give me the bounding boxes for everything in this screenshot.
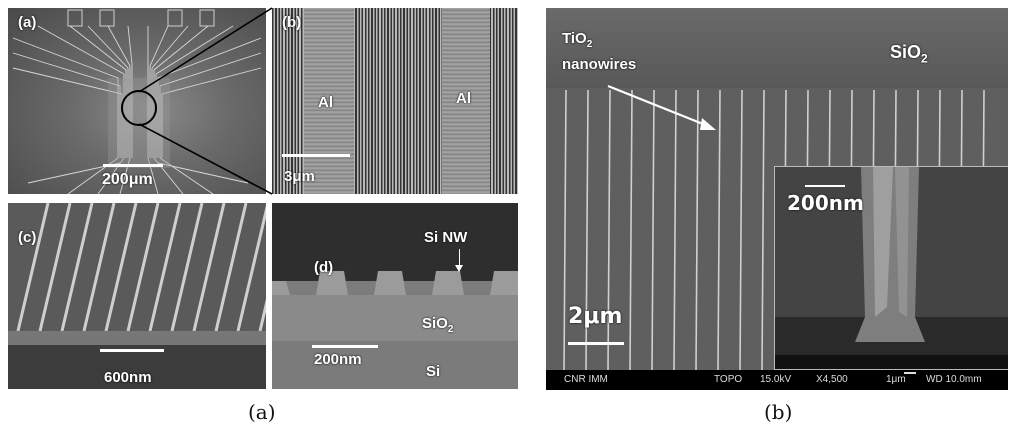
si-nw-label: Si NW	[424, 229, 468, 246]
panel-tag: (b)	[282, 14, 302, 31]
scale-bar	[100, 349, 164, 352]
si-substrate-label: Si	[426, 363, 441, 380]
inset-scale-label: 200nm	[787, 191, 864, 215]
mode-text: TOPO	[714, 374, 743, 385]
sio2-label: SiO2	[422, 315, 454, 335]
al-electrode-right	[442, 8, 490, 194]
arrow-head-icon	[455, 265, 463, 272]
wd-text: WD 10.0mm	[926, 374, 982, 385]
scale-bar	[103, 164, 163, 167]
panel-tag: (d)	[314, 259, 334, 276]
panel-d-cross-section: (d) Si NW SiO2 200nm Si	[272, 203, 518, 389]
nanowire-array-graphic	[8, 203, 266, 389]
al-label-right: Al	[456, 90, 471, 107]
subscript: 2	[921, 51, 928, 66]
subscript: 2	[586, 39, 593, 50]
vertical-nanowires-graphic	[546, 8, 1008, 371]
panel-c-tilted-nanowires: (c) 600nm	[8, 203, 266, 389]
al-label-left: Al	[318, 94, 333, 111]
scale-bar	[312, 345, 378, 348]
scale-bar	[282, 154, 350, 157]
tio2-label: TiO2	[562, 30, 593, 50]
scale-label: 200nm	[314, 351, 362, 368]
panel-b-al-electrodes: (b) Al Al 3μm	[272, 8, 518, 194]
panel-a-electrode-array: (a) 200μm	[8, 8, 266, 194]
nanowires-label: nanowires	[562, 56, 637, 73]
scale-label: 200μm	[102, 171, 153, 188]
panel-right-tio2-nanowires: TiO2 nanowires SiO2 200nm 2μm CNR IMM TO…	[546, 8, 1008, 390]
scale-bar	[568, 342, 624, 345]
voltage-text: 15.0kV	[760, 374, 792, 385]
arrow-icon	[459, 249, 460, 267]
cross-section-graphic	[272, 203, 518, 389]
panel-tag: (a)	[18, 14, 37, 31]
inset-nanowire-graphic	[775, 167, 1008, 369]
scale-label: 600nm	[104, 369, 152, 386]
scale-label: 2μm	[568, 304, 623, 329]
inset-scale-bar	[805, 185, 845, 187]
panel-tag: (c)	[18, 229, 37, 246]
bar-length-text: 1μm	[886, 374, 906, 385]
subscript: 2	[447, 324, 454, 335]
bar-marker	[904, 372, 916, 374]
caption-right: (b)	[764, 400, 793, 424]
sem-info-bar: CNR IMM TOPO 15.0kV X4,500 1μm WD 10.0mm	[546, 370, 1008, 390]
al-electrode-left	[304, 8, 354, 194]
caption-left: (a)	[248, 400, 276, 424]
inset-zoom-image: 200nm	[774, 166, 1008, 370]
scale-label: 3μm	[284, 168, 315, 185]
magnification-text: X4,500	[816, 374, 848, 385]
org-text: CNR IMM	[564, 374, 608, 385]
sio2-label: SiO2	[890, 42, 928, 66]
